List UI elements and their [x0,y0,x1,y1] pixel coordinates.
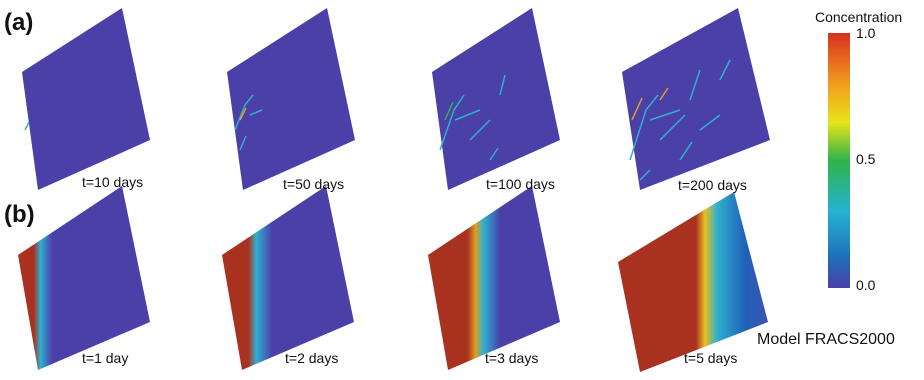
colorbar-title: Concentration [815,9,902,25]
figure: (a) (b) t=10 days t=50 days t=100 days t… [0,0,924,375]
panel-label: (b) [4,201,35,228]
fracture [25,122,29,130]
panel [428,186,560,370]
caption: t=3 days [485,350,538,366]
caption: t=2 days [285,350,338,366]
panel [18,186,150,370]
caption: t=1 day [82,350,128,366]
colorbar [828,33,850,288]
panel [432,8,560,190]
panel [22,8,150,190]
caption: t=200 days [678,177,747,193]
row-b [18,186,768,372]
panel [222,186,354,370]
panel [618,192,768,372]
caption: t=100 days [486,176,555,192]
caption: t=10 days [82,174,143,190]
colorbar-tick-label: 1.0 [856,25,876,41]
caption: t=50 days [283,176,344,192]
panel [227,8,355,190]
colorbar-tick-label: 0.5 [856,151,876,167]
model-label: Model FRACS2000 [757,331,895,348]
row-a [22,8,770,190]
panel-label: (a) [4,9,33,36]
caption: t=5 days [684,350,737,366]
panel [622,8,770,190]
colorbar-tick-label: 0.0 [856,277,876,293]
